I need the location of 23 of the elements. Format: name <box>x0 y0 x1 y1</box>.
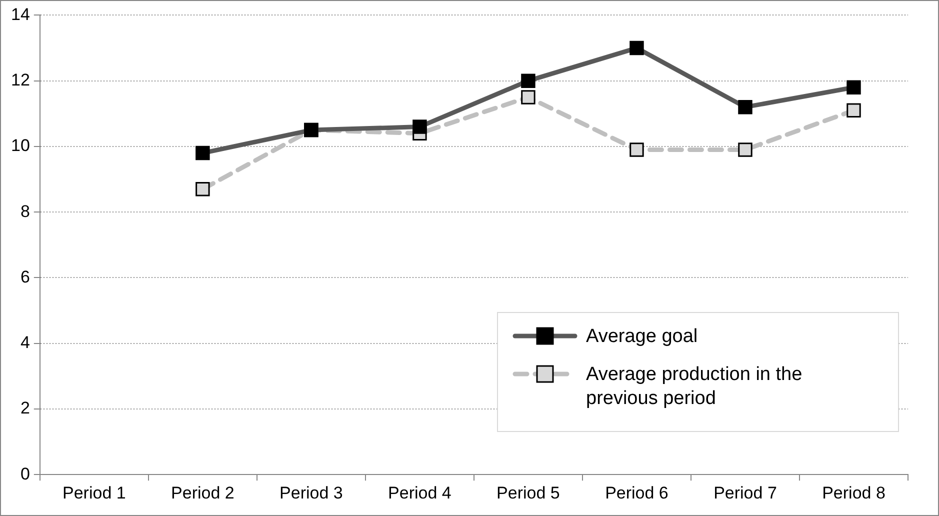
y-tick-label: 4 <box>20 333 30 352</box>
point <box>196 182 210 196</box>
y-tick-label: 8 <box>20 202 30 221</box>
legend-label: Average production in the previous period <box>586 363 804 411</box>
point <box>630 142 644 157</box>
y-tick-label: 14 <box>10 4 30 24</box>
x-tick-label: Period 1 <box>62 483 126 502</box>
point <box>738 142 752 157</box>
x-tick-label: Period 5 <box>496 483 560 502</box>
y-tick-label: 12 <box>10 70 30 90</box>
legend-label: Average goal <box>586 325 698 349</box>
x-tick-label: Period 3 <box>280 483 343 502</box>
y-tick-label: 0 <box>20 464 30 484</box>
point <box>521 90 536 104</box>
y-tick-label: 10 <box>10 136 30 156</box>
x-tick-label: Period 2 <box>171 483 234 502</box>
x-tick-label: Period 4 <box>388 483 452 502</box>
y-tick-label: 6 <box>20 267 30 286</box>
point <box>846 103 861 118</box>
x-tick-label: Period 6 <box>605 483 668 502</box>
y-tick-label: 2 <box>20 398 30 418</box>
x-tick-label: Period 7 <box>714 483 777 502</box>
x-tick-label: Period 8 <box>822 483 886 502</box>
